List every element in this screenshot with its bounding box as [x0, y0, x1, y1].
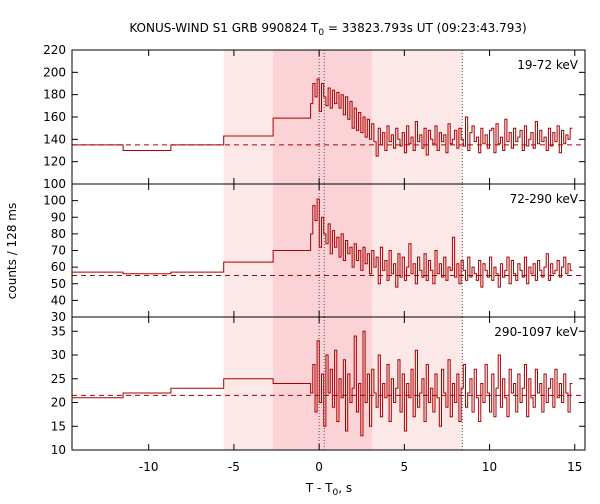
light-curve-series	[72, 198, 573, 288]
y-tick-label: 70	[51, 244, 66, 258]
panel-frame	[71, 316, 586, 451]
y-tick-label: 120	[43, 155, 66, 169]
y-axis-label: counts / 128 ms	[5, 203, 19, 299]
light-curve-series	[72, 78, 573, 157]
y-tick-label: 40	[51, 293, 66, 307]
y-tick-label: 200	[43, 65, 66, 79]
y-tick-label: 35	[51, 324, 66, 338]
x-axis-label: T - T0, s	[305, 481, 352, 498]
y-tick-label: 60	[51, 260, 66, 274]
panel-2: 30 40 50 60 70 80 90 100 72-290 keV	[43, 183, 586, 324]
panel-3: 10 15 20 25 30 35 290-1097 keV	[51, 316, 586, 457]
chart-title: KONUS-WIND S1 GRB 990824 T0 = 33823.793s…	[129, 21, 526, 38]
energy-band-label: 290-1097 keV	[494, 325, 578, 339]
x-tick-label: 0	[315, 460, 323, 474]
y-tick-label: 90	[51, 210, 66, 224]
y-tick-label: 10	[51, 443, 66, 457]
x-tick-label: -5	[228, 460, 240, 474]
y-tick-label: 140	[43, 132, 66, 146]
y-tick-label: 100	[43, 194, 66, 208]
y-tick-label: 30	[51, 310, 66, 324]
shaded-region	[273, 50, 372, 184]
y-tick-label: 80	[51, 227, 66, 241]
y-tick-label: 15	[51, 419, 66, 433]
energy-band-label: 72-290 keV	[510, 192, 579, 206]
x-tick-label: -10	[139, 460, 159, 474]
x-tick-label: 15	[567, 460, 582, 474]
x-tick-label: 5	[401, 460, 409, 474]
y-tick-label: 50	[51, 277, 66, 291]
y-tick-label: 220	[43, 43, 66, 57]
panel-1: 100 120 140 160 180 200 220 19-72 keV	[43, 43, 586, 191]
energy-band-label: 19-72 keV	[517, 58, 579, 72]
y-tick-label: 30	[51, 348, 66, 362]
y-tick-label: 100	[43, 177, 66, 191]
y-tick-label: 160	[43, 110, 66, 124]
y-tick-label: 20	[51, 396, 66, 410]
x-tick-label: 10	[482, 460, 497, 474]
y-tick-label: 25	[51, 372, 66, 386]
y-tick-label: 180	[43, 88, 66, 102]
light-curve-series	[72, 330, 573, 437]
